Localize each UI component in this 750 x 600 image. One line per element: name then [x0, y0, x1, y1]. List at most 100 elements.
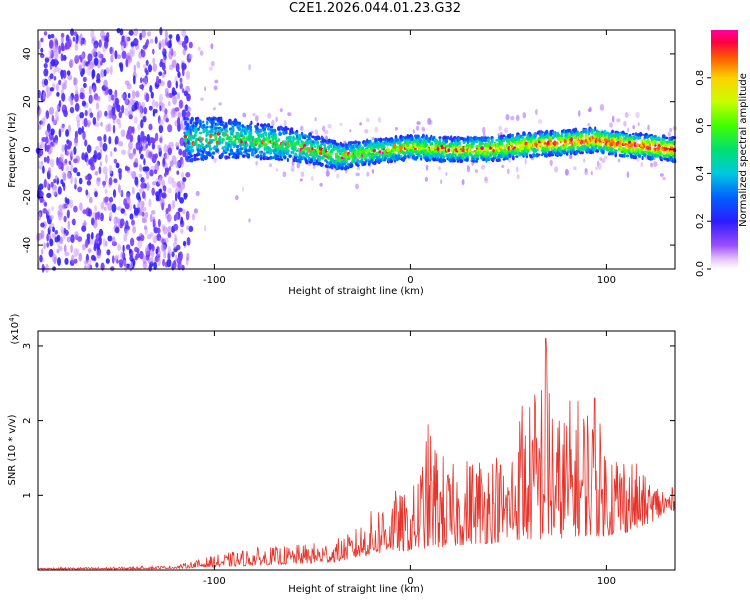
spectrogram-noise-cell	[52, 253, 58, 263]
spectrogram-noise-cell	[112, 189, 117, 198]
spectrogram-speckle	[573, 166, 577, 170]
spectrogram-speckle	[296, 162, 300, 169]
spectrogram-speckle	[356, 166, 361, 171]
snr-y-ticks: 1 2 3	[22, 343, 675, 499]
spectrogram-ridge-cell	[267, 127, 270, 131]
spectrogram-ridge-cell	[184, 139, 188, 143]
spectrogram-noise-cell	[152, 57, 156, 65]
spectrogram-noise-cell	[42, 91, 46, 100]
spectrogram-ridge-cell	[348, 153, 352, 159]
spectrogram-noise-cell	[182, 48, 187, 56]
spectrogram-ridge-cell	[465, 154, 469, 159]
spectrogram-ridge-cell	[263, 146, 266, 151]
spectrogram-ridge-cell	[262, 152, 266, 158]
colorbar-label: Normalized spectral amplitude	[738, 73, 749, 227]
spectrogram-noise-cell	[164, 30, 168, 39]
spectrogram-noise-cell	[137, 134, 141, 143]
spectrogram-noise-cell	[71, 219, 76, 225]
spectrogram-noise-cell	[152, 48, 155, 55]
spectrogram-noise-cell	[155, 101, 159, 108]
spectrogram-ridge-cell	[202, 123, 206, 129]
spectrogram-ridge-cell	[250, 120, 253, 125]
spectrogram-noise-cell	[118, 111, 123, 119]
spectrogram-ridge-cell	[488, 156, 491, 160]
spectrogram-speckle	[364, 129, 369, 134]
spectrogram-noise-cell	[57, 186, 62, 195]
spectrogram-ridge-cell	[436, 140, 440, 145]
spectrogram-ridge-cell	[305, 161, 309, 165]
spectrogram-noise-cell	[128, 30, 134, 36]
spectrogram-noise-cell	[188, 225, 194, 232]
spectrogram-ridge-cell	[452, 150, 455, 154]
spectrogram-noise-cell	[141, 211, 145, 217]
spectrogram-y-tick-label: -40	[22, 237, 33, 253]
spectrogram-ridge-cell	[222, 150, 225, 155]
colorbar-tick-label: 0.8	[695, 70, 706, 86]
spectrogram-ridge-cell	[382, 144, 386, 149]
spectrogram-noise-cell	[167, 203, 172, 212]
spectrogram-noise-cell	[108, 88, 113, 96]
spectrogram-speckle	[214, 79, 219, 84]
spectrogram-noise-cell	[47, 208, 51, 216]
spectrogram-noise-cell	[47, 34, 52, 40]
spectrogram-noise-cell	[96, 152, 102, 161]
spectrogram-ridge-cell	[587, 132, 591, 136]
spectrogram-ridge-cell	[190, 157, 194, 163]
spectrogram-ridge-cell	[322, 150, 326, 155]
spectrogram-noise-cell	[105, 154, 108, 164]
spectrogram-ridge-cell	[197, 152, 201, 156]
spectrogram-ridge-cell	[538, 142, 543, 147]
spectrogram-speckle	[516, 166, 519, 173]
spectrogram-noise-cell	[101, 35, 105, 41]
spectrogram-ridge-cell	[205, 128, 209, 132]
spectrogram-noise-cell	[65, 129, 70, 137]
spectrogram-ridge-cell	[298, 134, 302, 138]
spectrogram-speckle	[210, 61, 215, 67]
spectrogram-noise-cell	[66, 171, 71, 180]
spectrogram-noise-cell	[63, 109, 68, 118]
spectrogram-ridge-cell	[632, 132, 635, 136]
spectrogram-ridge-cell	[226, 134, 229, 138]
spectrogram-noise-cell	[109, 66, 113, 76]
spectrogram-speckle	[626, 171, 630, 178]
spectrogram-noise-cell	[139, 164, 143, 173]
spectrogram-noise-cell	[56, 104, 60, 111]
spectrogram-noise-cell	[152, 111, 156, 117]
spectrogram-noise-cell	[153, 169, 158, 175]
spectrogram-noise-cell	[149, 213, 153, 223]
spectrogram-noise-cell	[78, 252, 83, 262]
spectrogram-noise-cell	[114, 97, 120, 106]
spectrogram-ridge-cell	[282, 155, 287, 159]
spectrogram-noise-cell	[45, 263, 49, 273]
spectrogram-ridge-cell	[242, 135, 246, 140]
spectrogram-noise-cell	[67, 149, 71, 156]
spectrogram-noise-cell	[81, 225, 87, 232]
spectrogram-speckle	[504, 127, 508, 134]
spectrogram-noise-cell	[143, 206, 147, 212]
spectrogram-noise-cell	[114, 226, 119, 234]
spectrogram-noise-cell	[152, 216, 156, 226]
spectrogram-ridge-cell	[480, 146, 484, 151]
spectrogram-noise-cell	[66, 144, 72, 150]
spectrogram-noise-cell	[177, 117, 181, 125]
spectrogram-ridge-cell	[557, 147, 561, 153]
spectrogram-ridge-cell	[255, 147, 260, 151]
spectrogram-noise-cell	[79, 92, 84, 100]
spectrogram-ridge-cell	[221, 140, 224, 144]
spectrogram-noise-cell	[74, 54, 80, 64]
spectrogram-noise-cell	[143, 77, 148, 87]
spectrogram-noise-cell	[65, 40, 71, 50]
spectrogram-noise-cell	[81, 125, 85, 134]
spectrogram-ridge-cell	[486, 151, 490, 155]
spectrogram-ridge-cell	[618, 132, 622, 136]
spectrogram-ridge-cell	[204, 155, 208, 160]
spectrogram-noise-cell	[164, 153, 170, 160]
spectrogram-noise-cell	[149, 232, 154, 237]
spectrogram-speckle	[617, 158, 621, 163]
spectrogram-noise-cell	[96, 73, 101, 82]
spectrogram-speckle	[208, 66, 213, 71]
spectrogram-speckle	[324, 130, 329, 135]
spectrogram-ridge-cell	[365, 157, 368, 161]
spectrogram-ridge-cell	[274, 139, 278, 144]
spectrogram-ridge-cell	[637, 154, 642, 158]
